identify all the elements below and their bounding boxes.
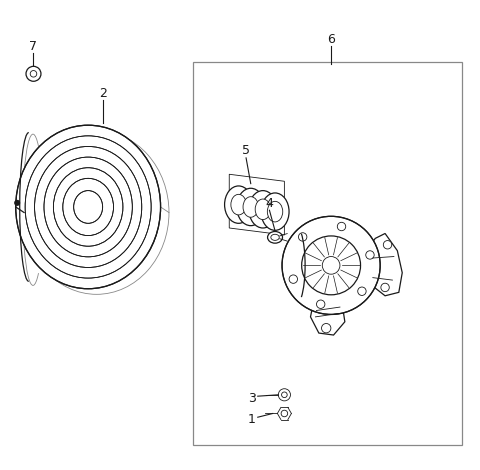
Ellipse shape bbox=[73, 191, 103, 223]
Ellipse shape bbox=[255, 199, 271, 219]
Circle shape bbox=[337, 222, 346, 231]
Bar bbox=[193, 62, 462, 445]
Ellipse shape bbox=[16, 125, 161, 289]
Ellipse shape bbox=[261, 193, 289, 230]
Ellipse shape bbox=[267, 201, 283, 222]
Ellipse shape bbox=[35, 147, 142, 267]
Text: 2: 2 bbox=[99, 87, 107, 100]
Ellipse shape bbox=[44, 157, 132, 257]
Circle shape bbox=[278, 389, 290, 401]
Circle shape bbox=[322, 323, 331, 333]
Ellipse shape bbox=[53, 168, 123, 246]
Polygon shape bbox=[366, 234, 402, 296]
Circle shape bbox=[299, 233, 307, 241]
Polygon shape bbox=[229, 174, 284, 235]
Ellipse shape bbox=[225, 186, 252, 223]
Ellipse shape bbox=[243, 196, 258, 217]
Circle shape bbox=[366, 251, 374, 259]
Circle shape bbox=[384, 241, 392, 249]
Text: 3: 3 bbox=[248, 392, 256, 405]
Circle shape bbox=[282, 216, 380, 314]
Text: 1: 1 bbox=[248, 413, 256, 426]
Ellipse shape bbox=[249, 191, 277, 228]
Polygon shape bbox=[311, 301, 345, 335]
Circle shape bbox=[15, 201, 20, 205]
Ellipse shape bbox=[237, 188, 265, 226]
Circle shape bbox=[381, 283, 389, 292]
Circle shape bbox=[358, 287, 366, 296]
Circle shape bbox=[316, 300, 325, 308]
Ellipse shape bbox=[25, 136, 151, 278]
Ellipse shape bbox=[63, 178, 113, 235]
Ellipse shape bbox=[267, 232, 283, 243]
Circle shape bbox=[26, 66, 41, 81]
Ellipse shape bbox=[231, 195, 246, 215]
Text: 4: 4 bbox=[265, 197, 274, 210]
Circle shape bbox=[289, 275, 298, 283]
Text: 5: 5 bbox=[242, 144, 250, 157]
Text: 6: 6 bbox=[327, 33, 335, 46]
Text: 7: 7 bbox=[29, 40, 37, 53]
